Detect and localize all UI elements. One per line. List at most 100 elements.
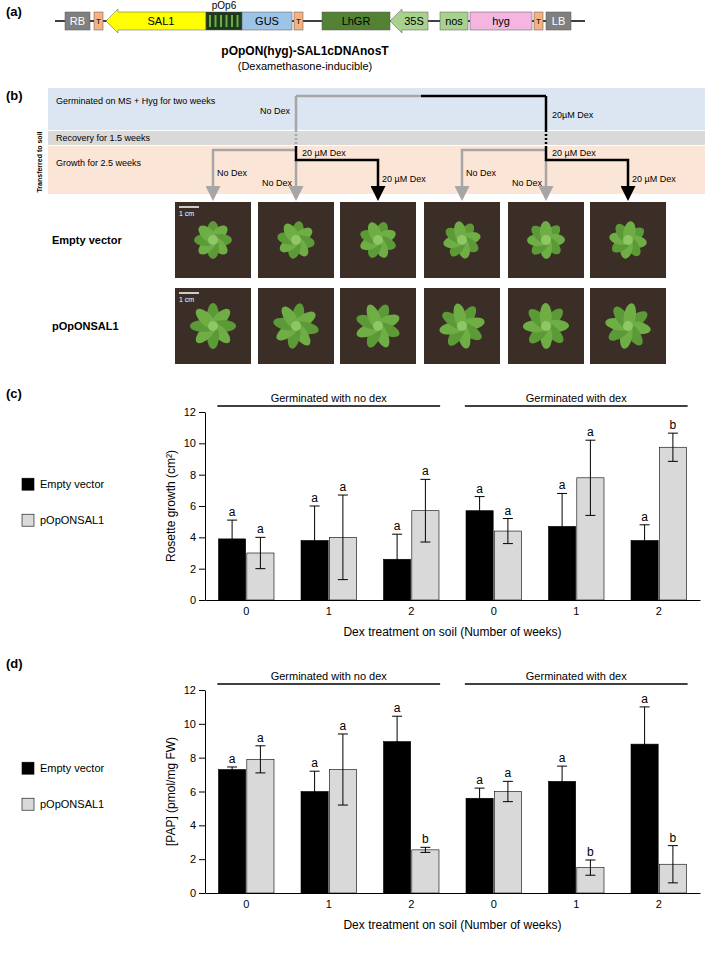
y-tick-mark [199,600,205,601]
branch-label: No Dex [260,106,291,116]
y-tick: 4 [190,531,205,543]
significance-letter: a [476,482,483,496]
y-tick: 12 [184,684,205,696]
construct-name: pOpON(hyg)-SAL1cDNAnosT [221,44,389,58]
error-bar [255,746,265,773]
significance-letter: b [670,418,677,432]
letters: aaaaaaaababb [229,692,677,859]
x-tick: 0 [491,893,497,910]
stage-label: Recovery for 1.5 weeks [56,133,151,143]
legend: Empty vectorpOpONSAL1 [22,762,105,810]
group-line [217,405,440,407]
photo [258,202,334,278]
panel-label: (a) [6,4,22,19]
construct-box [322,12,390,30]
soil-label: No Dex [217,168,248,178]
bar [247,759,274,893]
photo [590,288,666,364]
leaf-arrow [545,160,548,198]
rosette-center [291,321,301,331]
stripe [226,15,228,27]
significance-letter: a [340,719,347,733]
stage-label: Germinated on MS + Hyg for two weeks [56,96,216,106]
element-label: T [536,17,541,26]
error-bar [310,771,320,812]
significance-letter: b [670,831,677,845]
significance-letter: a [587,425,594,439]
significance-letter: b [422,832,429,846]
photo [508,288,584,364]
x-tick-label: 1 [573,605,579,617]
rosette-center [208,235,218,245]
panel-label: (b) [6,88,23,103]
construct-subtitle: (Dexamethasone-inducible) [238,60,373,72]
y-tick-mark [199,443,205,444]
x-axis-title: Dex treatment on soil (Number of weeks) [343,625,561,639]
legend-label: pOpONSAL1 [40,798,104,810]
error-bar [420,479,430,542]
error-bar [640,707,650,781]
x-tick-label: 2 [656,898,662,910]
rosette-leaf [280,221,302,246]
y-tick-mark [199,569,205,570]
leaf-arrow [546,146,628,198]
soil-label: 20 µM Dex [302,148,346,158]
scheme-panel: (b) Germinated on MS + Hyg for two weeks R… [6,88,705,364]
stage-band [48,131,705,145]
error-bar [557,766,567,796]
photo [340,202,416,278]
y-tick: 0 [190,887,205,899]
x-tick-label: 1 [326,605,332,617]
rosette-center [457,235,467,245]
x-tick-label: 0 [243,898,249,910]
x-axis-line [206,600,701,601]
rosette-center [541,235,551,245]
construct-panel: (a)RBTSAL1pOp6GUSTLhGR35SnoshygTLBpOpON(… [6,0,585,72]
y-axis-title: [PAP] (pmol/mg FW) [164,737,178,846]
x-tick: 1 [573,600,579,617]
error-bar [338,495,348,580]
bar [219,770,246,893]
y-tick-label: 0 [190,594,196,606]
element-label: SAL1 [148,15,175,27]
y-tick-mark [199,690,205,691]
y-tick: 2 [190,853,205,865]
significance-letter: a [229,505,236,519]
rosette-leaf [363,302,384,331]
y-tick-label: 2 [190,563,196,575]
significance-letter: a [476,773,483,787]
y-tick-mark [199,893,205,894]
y-tick-label: 0 [190,887,196,899]
photo: 1 cm [175,202,251,278]
element-label: LB [552,15,565,27]
y-tick-label: 12 [184,406,196,418]
element-label: LhGR [342,15,371,27]
error-bar [475,497,485,525]
photo [340,288,416,364]
group-line [217,683,440,685]
x-tick-label: 2 [408,605,414,617]
bar [494,792,521,894]
element-label: nos [445,15,463,27]
legend-label: Empty vector [40,478,105,490]
stripe [237,15,239,27]
bar [466,798,493,893]
soil-label: 20 µM Dex [552,148,596,158]
soil-label: No Dex [512,178,543,188]
group-label: Germinated with dex [526,392,627,404]
photo [424,288,500,364]
y-tick-label: 2 [190,853,196,865]
legend-swatch [22,478,34,490]
y-tick-label: 6 [190,786,196,798]
y-tick-label: 6 [190,500,196,512]
x-tick: 2 [408,893,414,910]
branch-label: 20µM Dex [552,110,594,120]
error-bar [585,440,595,515]
row-label: pOpONSAL1 [52,320,119,332]
y-tick-label: 8 [190,469,196,481]
legend-swatch [22,798,34,810]
x-tick-label: 0 [243,605,249,617]
legend-label: pOpONSAL1 [40,514,104,526]
y-tick-label: 12 [184,684,196,696]
legend: Empty vector pOpONSAL1 [22,478,105,526]
